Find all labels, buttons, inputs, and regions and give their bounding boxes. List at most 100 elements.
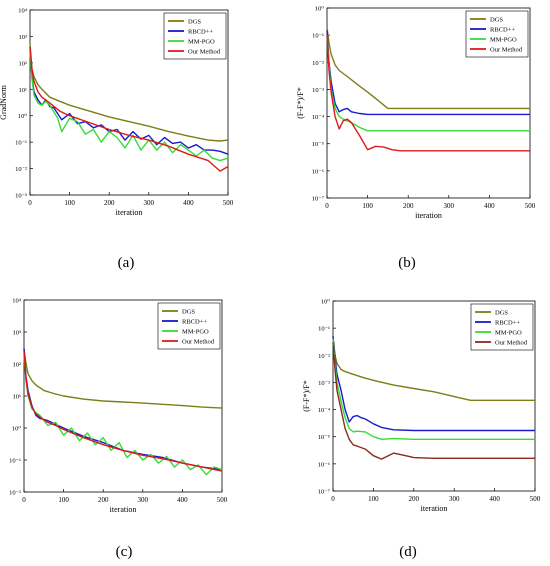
- y-tick-label: 10⁴: [12, 298, 22, 305]
- y-tick-label: 10⁻²: [312, 60, 324, 67]
- x-tick-label: 400: [489, 495, 500, 503]
- legend-label: Our Method: [495, 340, 528, 347]
- x-tick-label: 400: [177, 496, 188, 504]
- x-tick-label: 100: [58, 496, 69, 504]
- y-tick-label: 10⁻⁵: [312, 141, 324, 148]
- y-tick-label: 10⁻⁶: [318, 461, 330, 468]
- x-axis-label: iteration: [110, 505, 137, 514]
- x-tick-label: 400: [484, 202, 495, 210]
- series-line-dgs: [326, 26, 530, 110]
- legend-label: Our Method: [182, 339, 215, 346]
- caption-c: (c): [115, 544, 133, 560]
- x-tick-label: 200: [403, 202, 414, 210]
- y-tick-label: 10⁰: [315, 6, 325, 13]
- y-tick-label: 10⁻²: [318, 353, 330, 360]
- chart-panel-d: 0 100 200 300 400 500 10⁻⁷ 10⁻⁶ 10⁻⁵ 10⁻⁴ 10⁻³ 10⁻²…: [275, 285, 541, 530]
- y-tick-label: 10⁻¹: [15, 140, 27, 147]
- y-tick-label: 10⁰: [321, 299, 331, 306]
- legend-label: RBCD++: [182, 319, 207, 326]
- legend-label: RBCD++: [495, 320, 520, 327]
- y-tick-label: 10⁴: [18, 8, 28, 15]
- x-tick-label: 0: [22, 496, 26, 504]
- legend-label: MM-PGO: [188, 39, 215, 46]
- x-tick-label: 100: [362, 202, 373, 210]
- caption-b: (b): [398, 255, 416, 271]
- x-tick-label: 500: [525, 202, 535, 210]
- chart-panel-b: 0 100 200 300 400 500 10⁻⁷ 10⁻⁶ 10⁻⁵ 10⁻⁴ 10⁻³ 10⁻²…: [275, 0, 536, 245]
- y-tick-label: 10⁻⁵: [318, 434, 330, 441]
- legend-label: MM-PGO: [182, 329, 209, 336]
- series-line-rbcd-: [332, 336, 535, 432]
- legend-label: Our Method: [490, 47, 523, 54]
- y-tick-label: 10⁻³: [312, 87, 324, 94]
- chart-a: 0 100 200 300 400 500 10⁻³ 10⁻² 10⁻¹ 10⁰ 10¹ 10² 10³…: [0, 8, 234, 218]
- x-tick-label: 400: [183, 199, 194, 207]
- y-tick-label: 10⁻³: [318, 380, 330, 387]
- x-axis-label: iteration: [116, 208, 143, 217]
- y-axis-label: (F-F*)/F*: [296, 87, 305, 119]
- x-tick-label: 300: [449, 495, 460, 503]
- x-axis-label: iteration: [415, 211, 442, 220]
- y-axis-label: (F-F*)/F*: [302, 380, 311, 412]
- chart-panel-a: 0 100 200 300 400 500 10⁻³ 10⁻² 10⁻¹ 10⁰ 10¹ 10² 10³…: [0, 0, 250, 245]
- legend-label: MM-PGO: [490, 37, 517, 44]
- x-tick-label: 300: [144, 199, 155, 207]
- y-tick-label: 10¹: [19, 87, 28, 94]
- y-axis-label: GradNorm: [0, 378, 2, 413]
- legend-label: DGS: [188, 19, 201, 26]
- legend-label: RBCD++: [490, 27, 515, 34]
- y-tick-label: 10²: [13, 362, 22, 369]
- series-line-mm-pgo: [23, 354, 223, 476]
- y-tick-label: 10³: [13, 330, 22, 337]
- series-line-our-method: [332, 342, 535, 460]
- x-tick-label: 200: [104, 199, 115, 207]
- x-tick-label: 0: [28, 199, 32, 207]
- plot-frame: [332, 300, 536, 492]
- y-tick-label: 10⁻⁷: [318, 489, 330, 496]
- y-tick-label: 10⁻⁴: [312, 114, 325, 121]
- caption-a: (a): [117, 255, 135, 271]
- legend-label: DGS: [490, 17, 503, 24]
- y-tick-label: 10⁰: [18, 113, 28, 120]
- x-tick-label: 0: [325, 202, 329, 210]
- legend-label: RBCD++: [188, 29, 213, 36]
- legend-label: DGS: [182, 309, 195, 316]
- y-tick-label: 10³: [19, 34, 28, 41]
- legend-label: DGS: [495, 310, 508, 317]
- x-axis-label: iteration: [421, 504, 448, 513]
- x-tick-label: 200: [409, 495, 420, 503]
- series-line-mm-pgo: [29, 50, 229, 162]
- chart-d: 0 100 200 300 400 500 10⁻⁷ 10⁻⁶ 10⁻⁵ 10⁻⁴ 10⁻³ 10⁻²…: [302, 299, 541, 514]
- x-tick-label: 0: [331, 495, 335, 503]
- x-tick-label: 100: [64, 199, 75, 207]
- series-line-dgs: [332, 336, 535, 402]
- y-tick-label: 10⁻²: [15, 166, 27, 173]
- y-tick-label: 10⁻⁶: [312, 168, 324, 175]
- series-line-rbcd-: [326, 30, 530, 116]
- y-tick-label: 10⁻¹: [9, 458, 21, 465]
- y-tick-label: 10²: [19, 60, 28, 67]
- y-tick-label: 10⁻¹: [312, 33, 324, 40]
- series-line-our-method: [326, 35, 530, 152]
- series-line-our-method: [23, 351, 223, 472]
- x-tick-label: 500: [223, 199, 234, 207]
- x-tick-label: 200: [98, 496, 109, 504]
- chart-panel-c: 0 100 200 300 400 500 10⁻² 10⁻¹ 10⁰ 10¹ 10² 10³ 10⁴ i…: [0, 285, 250, 530]
- chart-b: 0 100 200 300 400 500 10⁻⁷ 10⁻⁶ 10⁻⁵ 10⁻⁴ 10⁻³ 10⁻²…: [296, 6, 536, 221]
- plot-frame: [29, 9, 229, 196]
- plot-frame: [326, 7, 531, 199]
- y-tick-label: 10⁻⁴: [318, 407, 331, 414]
- legend-label: MM-PGO: [495, 330, 522, 337]
- series-line-dgs: [23, 348, 223, 409]
- y-tick-label: 10⁻⁷: [312, 196, 324, 203]
- chart-c: 0 100 200 300 400 500 10⁻² 10⁻¹ 10⁰ 10¹ 10² 10³ 10⁴ i…: [0, 298, 228, 515]
- x-tick-label: 300: [138, 496, 149, 504]
- y-axis-label: GradNorm: [0, 84, 8, 119]
- x-tick-label: 300: [444, 202, 455, 210]
- legend-label: Our Method: [188, 49, 221, 56]
- y-tick-label: 10¹: [13, 394, 22, 401]
- x-tick-label: 500: [530, 495, 540, 503]
- series-line-our-method: [29, 46, 229, 172]
- y-tick-label: 10⁻¹: [318, 326, 330, 333]
- y-tick-label: 10⁻³: [15, 193, 27, 200]
